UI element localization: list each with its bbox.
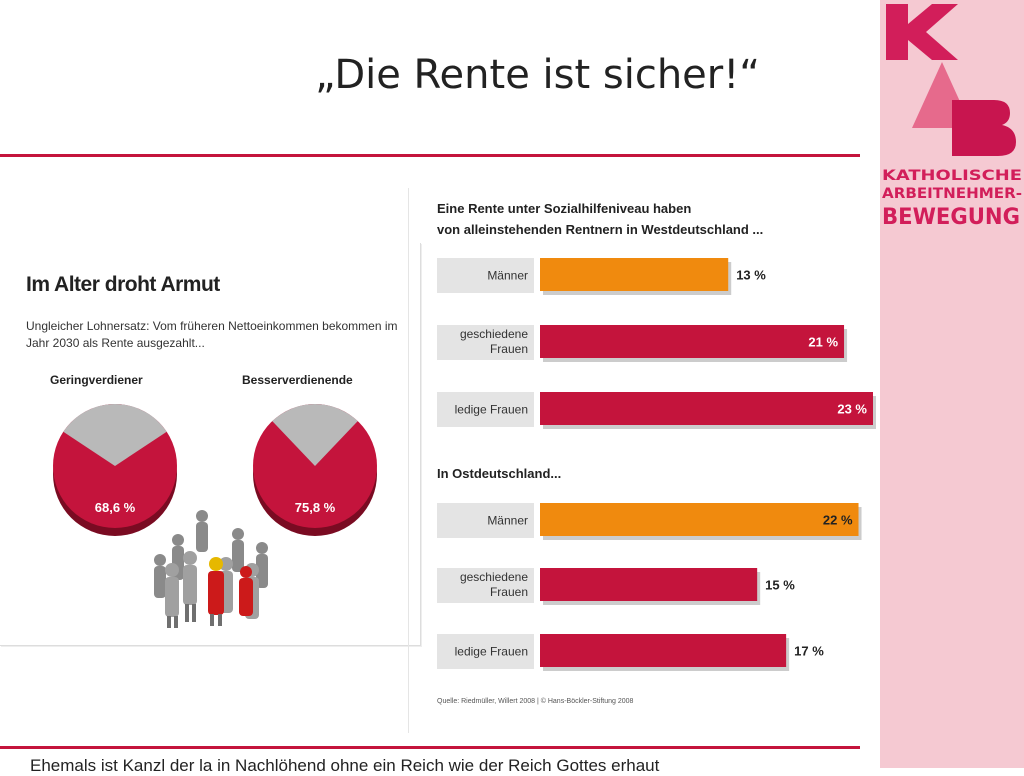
pie-slice-rest bbox=[272, 404, 358, 466]
bar-category-box bbox=[437, 568, 534, 603]
bar-value-label: 22 % bbox=[823, 513, 853, 528]
pie-slice-rest bbox=[63, 404, 167, 466]
pie-label-right: Besserverdienende bbox=[242, 373, 353, 387]
bar-category-label: ledige Frauen bbox=[455, 645, 528, 659]
pie-panel-subtitle: Ungleicher Lohnersatz: Vom früheren Nett… bbox=[26, 319, 398, 350]
top-rule bbox=[0, 154, 860, 157]
bar-category-label: Frauen bbox=[490, 342, 528, 356]
bar-category-box bbox=[437, 503, 534, 538]
bar-value-label: 13 % bbox=[736, 268, 766, 283]
chart-divider bbox=[408, 188, 409, 733]
logo-line3: BEWEGUNG bbox=[882, 205, 1020, 230]
bar-category-label: Männer bbox=[487, 269, 528, 283]
bar-category-box bbox=[437, 392, 534, 427]
bar-category-label: ledige Frauen bbox=[455, 403, 528, 417]
bar bbox=[540, 568, 758, 601]
bar-chart-title-line2: von alleinstehenden Rentnern in Westdeut… bbox=[437, 222, 764, 237]
kab-logo: KATHOLISCHE ARBEITNEHMER- BEWEGUNG bbox=[880, 0, 1024, 240]
bar-category-label: geschiedene bbox=[460, 327, 528, 341]
bar-category-box bbox=[437, 325, 534, 360]
bar-chart-title: Eine Rente unter Sozialhilfeniveau haben… bbox=[437, 198, 763, 240]
logo-line2: ARBEITNEHMER- bbox=[882, 186, 1022, 202]
bar-category-label: Frauen bbox=[490, 585, 528, 599]
pie-value-label: 75,8 % bbox=[295, 500, 336, 515]
pie-besserverdienende: 75,8 % bbox=[253, 404, 377, 536]
bar bbox=[540, 392, 873, 425]
east-section-heading: In Ostdeutschland... bbox=[437, 466, 562, 481]
bar bbox=[540, 258, 729, 291]
bar-category-label: geschiedene bbox=[460, 570, 528, 584]
bar bbox=[540, 634, 787, 667]
bar-chart-title-line1: Eine Rente unter Sozialhilfeniveau haben bbox=[437, 201, 692, 216]
pie-panel-title: Im Alter droht Armut bbox=[26, 273, 220, 296]
bottom-rule bbox=[0, 746, 860, 749]
slide-title: „Die Rente ist sicher!“ bbox=[315, 52, 760, 98]
pie-value-label: 68,6 % bbox=[95, 500, 136, 515]
bar-value-label: 23 % bbox=[837, 402, 867, 417]
source-note: Quelle: Riedmüller, Willert 2008 | © Han… bbox=[437, 698, 634, 705]
pie-geringverdiener: 68,6 % bbox=[53, 404, 177, 536]
bar-value-label: 17 % bbox=[794, 644, 824, 659]
bar-category-box bbox=[437, 258, 534, 293]
bar-value-label: 21 % bbox=[808, 335, 838, 350]
logo-line1: KATHOLISCHE bbox=[882, 168, 1022, 184]
bar-value-label: 15 % bbox=[765, 578, 795, 593]
bar bbox=[540, 503, 859, 536]
people-illustration bbox=[154, 510, 268, 628]
bar bbox=[540, 325, 845, 358]
bottom-text: Ehemals ist Kanzl der la in Nachlöhend o… bbox=[30, 756, 660, 775]
pie-label-left: Geringverdiener bbox=[50, 373, 143, 387]
bar-category-label: Männer bbox=[487, 514, 528, 528]
bar-category-box bbox=[437, 634, 534, 669]
